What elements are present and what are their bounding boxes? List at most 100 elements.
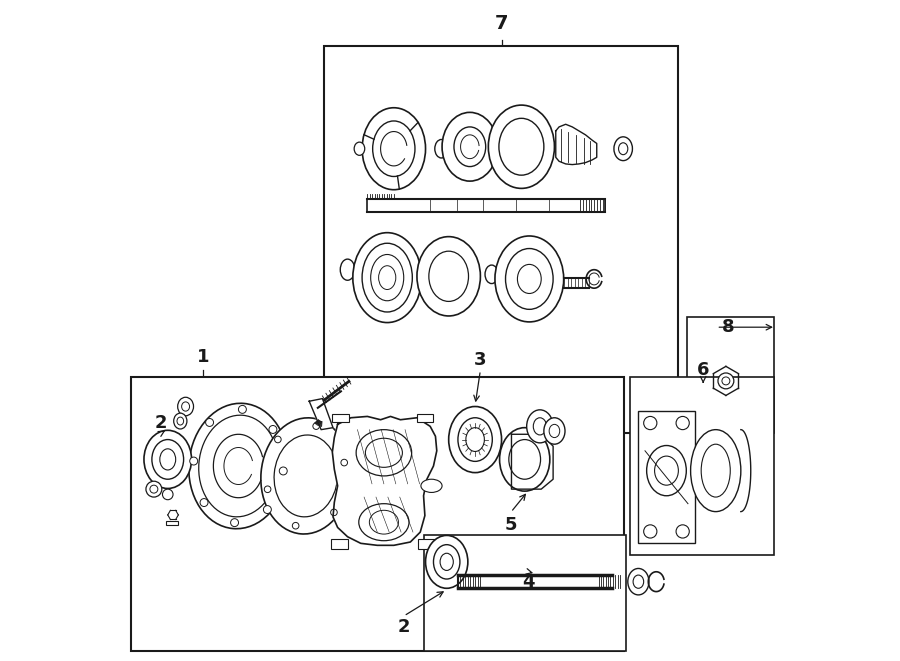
- Ellipse shape: [417, 237, 481, 316]
- Ellipse shape: [355, 142, 365, 155]
- Ellipse shape: [199, 415, 278, 517]
- Ellipse shape: [628, 568, 649, 595]
- Text: 1: 1: [197, 348, 210, 366]
- Ellipse shape: [174, 413, 187, 429]
- Bar: [424, 535, 626, 651]
- Polygon shape: [310, 399, 333, 430]
- Bar: [418, 539, 435, 549]
- Ellipse shape: [506, 249, 554, 309]
- Circle shape: [676, 416, 689, 430]
- Bar: [131, 377, 624, 651]
- Ellipse shape: [701, 444, 730, 497]
- Ellipse shape: [362, 243, 412, 312]
- Bar: [631, 377, 774, 555]
- Circle shape: [230, 519, 238, 527]
- Ellipse shape: [466, 428, 484, 451]
- Ellipse shape: [177, 417, 184, 425]
- Circle shape: [644, 525, 657, 538]
- Text: 8: 8: [722, 318, 734, 336]
- Circle shape: [279, 467, 287, 475]
- Ellipse shape: [508, 440, 541, 479]
- Ellipse shape: [549, 424, 560, 438]
- Ellipse shape: [146, 481, 162, 497]
- Ellipse shape: [379, 266, 396, 290]
- Text: 4: 4: [522, 572, 535, 591]
- Circle shape: [644, 416, 657, 430]
- Ellipse shape: [618, 143, 628, 155]
- Ellipse shape: [544, 418, 565, 444]
- Ellipse shape: [144, 430, 192, 488]
- Ellipse shape: [421, 479, 442, 492]
- Circle shape: [292, 522, 299, 529]
- Ellipse shape: [633, 575, 643, 588]
- Ellipse shape: [182, 402, 190, 411]
- Polygon shape: [511, 434, 554, 489]
- Text: 5: 5: [505, 516, 518, 535]
- Circle shape: [274, 436, 281, 443]
- Text: 3: 3: [474, 351, 487, 369]
- Ellipse shape: [458, 418, 492, 461]
- Bar: [332, 414, 349, 422]
- Ellipse shape: [365, 438, 402, 467]
- Circle shape: [718, 373, 734, 389]
- Ellipse shape: [261, 418, 351, 534]
- Ellipse shape: [489, 105, 554, 188]
- Circle shape: [676, 525, 689, 538]
- Circle shape: [265, 486, 271, 492]
- Bar: [687, 317, 774, 433]
- Ellipse shape: [177, 397, 194, 416]
- Bar: [638, 411, 695, 543]
- Circle shape: [205, 418, 213, 426]
- Circle shape: [269, 426, 277, 434]
- Ellipse shape: [485, 265, 499, 284]
- Circle shape: [200, 498, 208, 506]
- Ellipse shape: [435, 139, 448, 158]
- Ellipse shape: [442, 112, 498, 181]
- Ellipse shape: [274, 435, 338, 517]
- Ellipse shape: [369, 510, 399, 534]
- Circle shape: [330, 509, 338, 516]
- Ellipse shape: [495, 236, 563, 322]
- Ellipse shape: [163, 489, 173, 500]
- Ellipse shape: [440, 553, 454, 570]
- Polygon shape: [332, 416, 436, 545]
- Ellipse shape: [340, 259, 355, 280]
- Ellipse shape: [428, 251, 469, 301]
- Ellipse shape: [646, 446, 687, 496]
- Text: 2: 2: [155, 414, 167, 432]
- Ellipse shape: [534, 418, 546, 435]
- Ellipse shape: [500, 428, 550, 491]
- Ellipse shape: [499, 118, 544, 175]
- Ellipse shape: [690, 430, 741, 512]
- Ellipse shape: [449, 407, 501, 473]
- Bar: [331, 539, 347, 549]
- Ellipse shape: [434, 545, 460, 579]
- Circle shape: [341, 459, 347, 466]
- Text: 7: 7: [495, 14, 508, 32]
- Circle shape: [264, 506, 271, 514]
- Bar: [166, 521, 178, 525]
- Ellipse shape: [454, 127, 486, 167]
- Ellipse shape: [356, 430, 411, 476]
- Text: 6: 6: [697, 361, 709, 379]
- Ellipse shape: [526, 410, 554, 443]
- Ellipse shape: [614, 137, 633, 161]
- Ellipse shape: [160, 449, 176, 470]
- Ellipse shape: [359, 504, 409, 541]
- Ellipse shape: [371, 254, 404, 301]
- Ellipse shape: [518, 264, 541, 293]
- Ellipse shape: [373, 121, 415, 176]
- Ellipse shape: [152, 440, 184, 479]
- Ellipse shape: [362, 108, 426, 190]
- Bar: [324, 46, 678, 433]
- Ellipse shape: [654, 456, 679, 485]
- Circle shape: [238, 405, 247, 413]
- Text: 2: 2: [398, 617, 410, 636]
- Ellipse shape: [353, 233, 421, 323]
- Ellipse shape: [150, 485, 158, 493]
- Bar: [417, 414, 434, 422]
- Circle shape: [190, 457, 198, 465]
- Ellipse shape: [189, 403, 288, 529]
- Circle shape: [722, 377, 730, 385]
- Circle shape: [313, 423, 320, 430]
